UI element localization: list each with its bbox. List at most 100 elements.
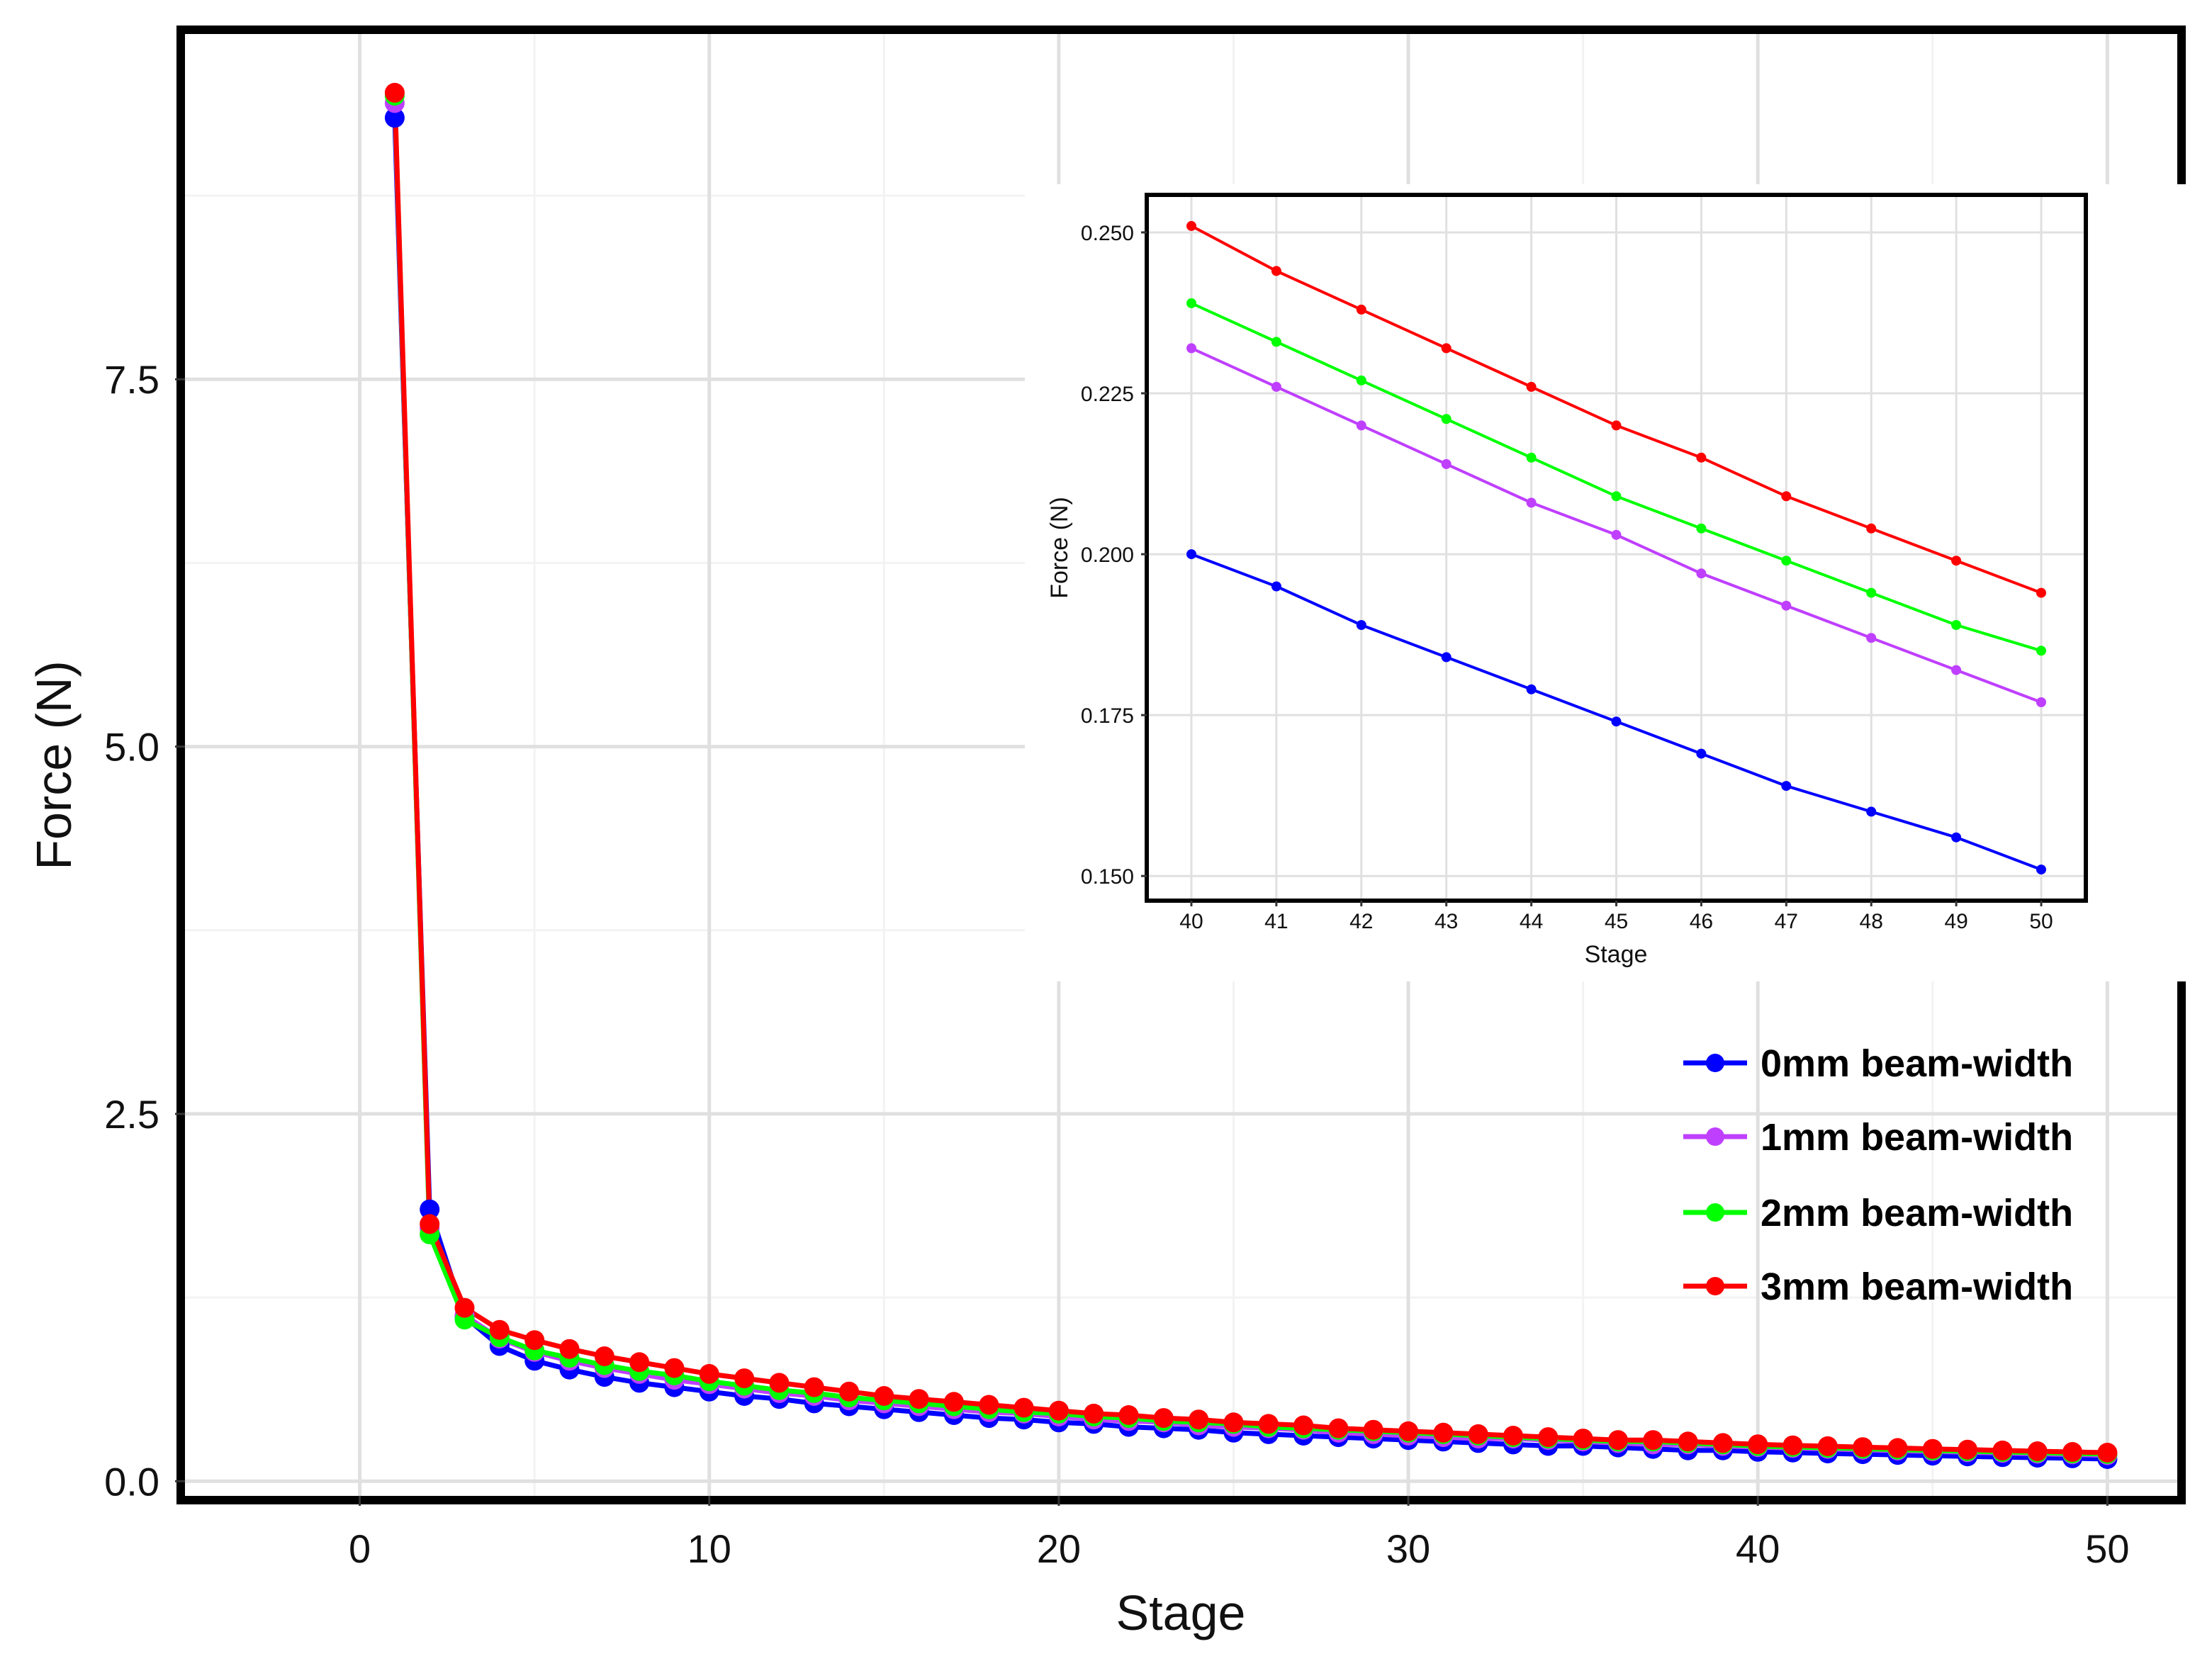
data-point [1118,1405,1139,1425]
data-point [1503,1426,1523,1446]
data-point [1951,620,1962,630]
x-tick-label: 45 [1605,910,1628,933]
x-tick-label: 40 [1736,1526,1780,1571]
data-point [1573,1429,1593,1449]
data-point [1526,452,1537,463]
data-point [1678,1431,1698,1452]
data-point [1748,1434,1768,1455]
data-point [1084,1403,1104,1424]
data-point [1271,581,1281,592]
data-point [1853,1437,1873,1458]
data-point [1866,587,1877,598]
legend-entry-0mm: 0mm beam-width [1683,1042,2073,1085]
legend-label: 2mm beam-width [1761,1192,2073,1234]
data-point [2036,587,2046,598]
data-point [1186,220,1196,231]
data-point [1887,1438,1908,1458]
main-y-axis-title: Force (N) [26,660,82,870]
data-point [1398,1421,1419,1441]
legend-label: 1mm beam-width [1761,1116,2073,1159]
data-point [1526,684,1537,694]
main-x-axis-title: Stage [1116,1585,1246,1640]
data-point [1696,523,1707,534]
inset-y-tick-labels: 0.150 0.175 0.200 0.225 0.250 [1081,222,1147,889]
x-tick-label: 41 [1264,910,1288,933]
y-tick-label: 7.5 [104,357,159,402]
x-tick-label: 20 [1037,1526,1081,1571]
data-point [1643,1430,1663,1451]
main-series-points [384,82,2118,1469]
data-point [1951,556,1962,566]
data-point [1433,1422,1454,1443]
inset-y-axis-title: Force (N) [1046,497,1073,599]
data-point [594,1346,614,1366]
data-point [1356,375,1366,385]
legend-swatch-dot [1706,1203,1724,1222]
legend-entry-1mm: 1mm beam-width [1683,1116,2073,1159]
data-point [1526,381,1537,392]
data-point [1526,497,1537,508]
data-point [839,1381,859,1402]
x-tick-label: 10 [687,1526,731,1571]
data-point [1696,748,1707,759]
main-x-tick-labels: 0 10 20 30 40 50 [349,1496,2130,1571]
x-tick-label: 40 [1179,910,1203,933]
data-point [2097,1443,2118,1463]
legend-label: 0mm beam-width [1761,1042,2073,1085]
inset-gridlines [1149,197,2084,899]
data-point [420,1199,440,1220]
data-point [629,1352,650,1373]
data-point [454,1297,475,1318]
data-point [1781,491,1792,502]
data-point [1328,1418,1349,1438]
y-tick-label: 0.250 [1081,222,1134,245]
x-tick-label: 50 [2029,910,2053,933]
data-point [2036,865,2046,875]
x-tick-label: 42 [1349,910,1373,933]
data-point [1611,420,1622,431]
main-plot: 0 10 20 30 40 50 0.0 2.5 5.0 7.5 Stage Force (N) [26,26,2186,1640]
main-y-tick-labels: 0.0 2.5 5.0 7.5 [104,357,185,1504]
data-point [943,1392,964,1412]
data-point [1223,1412,1244,1433]
legend-swatch-dot [1706,1277,1724,1295]
data-point [1611,716,1622,727]
data-point [1356,304,1366,315]
data-point [1186,298,1196,308]
legend-swatch-dot [1706,1054,1724,1072]
data-point [1696,452,1707,463]
data-point [979,1395,999,1415]
data-point [2036,697,2046,707]
data-point [1014,1397,1034,1418]
data-point [1356,620,1366,630]
data-point [1781,781,1792,792]
x-tick-label: 30 [1386,1526,1430,1571]
data-point [1189,1409,1209,1430]
data-point [1271,337,1281,347]
data-point [1186,343,1196,354]
y-tick-label: 2.5 [104,1092,159,1137]
data-point [1356,420,1366,431]
data-point [909,1389,929,1409]
x-tick-label: 49 [1944,910,1967,933]
data-point [1866,523,1877,534]
x-tick-label: 46 [1690,910,1713,933]
data-point [2027,1441,2048,1461]
x-tick-label: 0 [349,1526,371,1571]
data-point [1696,568,1707,579]
data-point [1817,1436,1838,1456]
legend-label: 3mm beam-width [1761,1266,2073,1308]
data-point [1611,491,1622,502]
legend-entry-3mm: 3mm beam-width [1683,1266,2073,1308]
inset-x-axis-title: Stage [1585,941,1648,968]
legend: 0mm beam-width 1mm beam-width 2mm beam-w… [1683,1042,2073,1308]
data-point [559,1339,580,1359]
data-point [1441,414,1452,424]
x-tick-label: 47 [1775,910,1798,933]
data-point [1363,1419,1383,1440]
data-point [1048,1400,1069,1421]
data-point [1781,600,1792,611]
x-tick-label: 43 [1435,910,1458,933]
data-point [1293,1415,1314,1436]
